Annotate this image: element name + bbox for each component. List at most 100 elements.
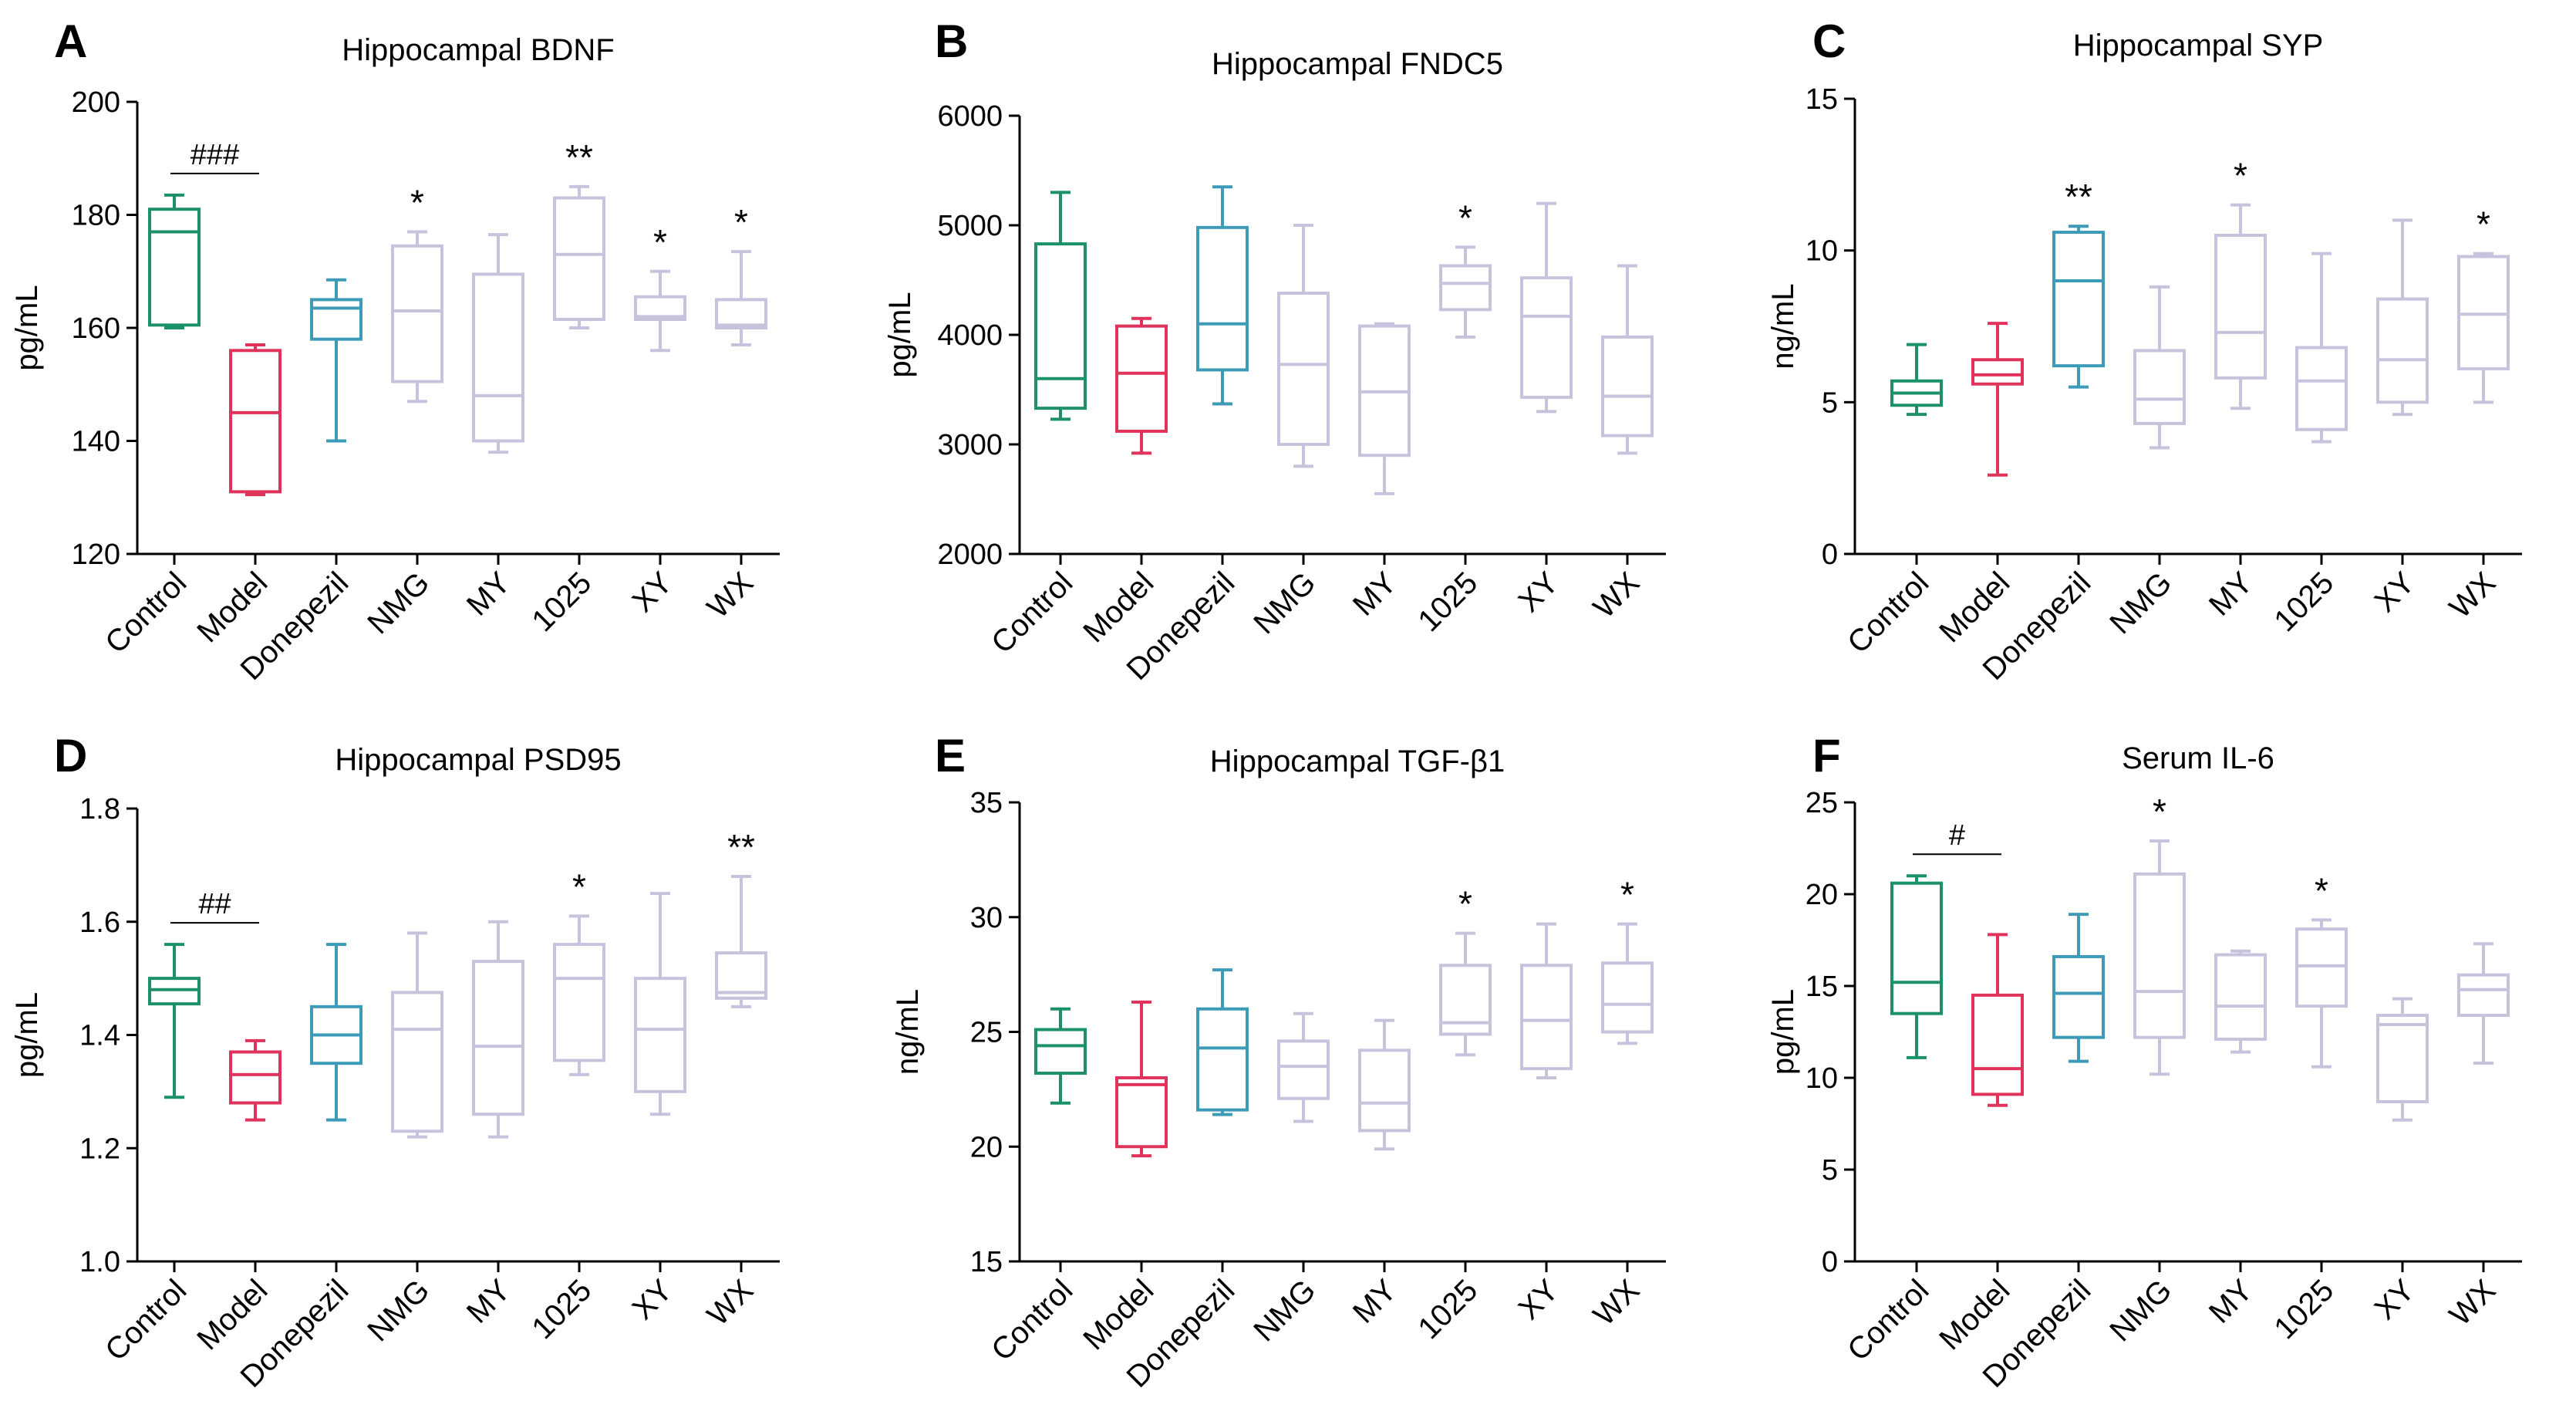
x-tick-label: Control [99,566,193,660]
y-tick-label: 1.4 [79,1020,120,1052]
x-tick-label: 1025 [525,566,598,638]
box-donepezil [2052,225,2105,389]
box-control [148,193,201,329]
box-wx [2457,942,2510,1065]
y-tick-label: 35 [970,787,1003,819]
chart-panel-f: F Serum IL-60510152025pg/mLControlModelDo… [1766,730,2522,1394]
box-xy [2376,997,2429,1122]
significance-marker: * [2153,792,2166,832]
y-tick-label: 0 [1822,1246,1838,1278]
significance-marker: * [1458,884,1472,924]
x-tick-label: 1025 [1411,566,1484,638]
x-tick-label: WX [701,566,760,625]
x-tick-label: XY [626,1273,679,1326]
x-tick-label: WX [701,1273,760,1332]
iqr-box [1277,292,1330,447]
chart-panel-b: B Hippocampal FNDC5 2000 3000 4000 5000 6000 pg… [883,15,1666,687]
iqr-box [1971,993,2024,1096]
box-nmg [391,230,443,403]
box-xy [634,892,686,1116]
x-tick-label: WX [1587,566,1647,625]
box-nmg [391,931,443,1139]
x-tick-label: WX [2443,566,2503,625]
significance-marker: * [653,222,667,262]
box-xy [1520,922,1573,1079]
x-tick-label: NMG [1247,566,1322,640]
y-tick-label: 160 [72,312,120,345]
y-axis-label: pg/mL [10,992,44,1078]
box-1025 [1439,245,1492,339]
iqr-box [1520,276,1573,399]
x-tick-label: MY [2203,566,2260,623]
box-model [1971,322,2024,477]
box-my [1358,1018,1411,1151]
iqr-box [1601,961,1654,1034]
panel-letter: B [935,15,968,67]
y-tick-label: 0 [1822,539,1838,571]
box-wx [715,875,767,1008]
box-model [1971,933,2024,1107]
chart-panel-c: C Hippocampal SYP051015ng/mLControlModelD… [1766,15,2522,687]
box-wx [715,250,767,346]
y-tick-label: 5 [1822,387,1838,419]
box-nmg [2133,839,2186,1076]
iqr-box [1890,881,1943,1015]
box-control [1890,874,1943,1059]
chart-title: Hippocampal BDNF [342,33,614,67]
y-tick-label: 15 [1806,971,1838,1003]
x-tick-label: NMG [361,566,436,640]
y-tick-label: 25 [970,1017,1003,1049]
significance-marker: * [572,866,586,907]
y-tick-label: 5000 [937,210,1003,242]
x-tick-label: Control [985,566,1079,660]
hash-marker: ### [191,139,239,171]
y-tick-label: 1.0 [79,1246,120,1278]
box-1025 [553,914,605,1076]
iqr-box [1034,242,1087,410]
box-donepezil [1196,968,1249,1116]
panel-letter: D [54,730,87,782]
significance-marker: * [734,202,748,242]
iqr-box [1277,1039,1330,1100]
box-nmg [1277,224,1330,468]
iqr-box [2295,346,2348,431]
x-tick-label: MY [2203,1273,2260,1330]
y-tick-label: 3000 [937,429,1003,461]
box-1025 [2295,252,2348,444]
iqr-box [634,295,686,322]
iqr-box [715,298,767,329]
y-tick-label: 120 [72,539,120,571]
y-tick-label: 20 [1806,879,1838,911]
panel-letter: C [1812,15,1846,67]
y-tick-label: 25 [1806,787,1838,819]
x-tick-label: XY [626,566,679,619]
x-tick-label: XY [1512,566,1566,619]
x-tick-label: WX [1587,1273,1647,1332]
hash-marker: # [1949,819,1965,852]
box-donepezil [310,943,362,1122]
box-wx [1601,922,1654,1045]
box-xy [1520,201,1573,414]
significance-marker: * [2234,156,2247,196]
y-tick-label: 15 [970,1246,1003,1278]
x-tick-label: WX [2443,1273,2503,1332]
box-model [229,1038,282,1122]
box-donepezil [1196,185,1249,406]
panel-letter: E [935,730,966,782]
box-1025 [553,184,605,329]
y-tick-label: 10 [1806,235,1838,268]
x-tick-label: 1025 [525,1273,598,1346]
panel-letter: F [1812,730,1841,782]
significance-marker: * [1458,198,1472,238]
box-control [1034,191,1087,421]
iqr-box [1358,1048,1411,1133]
chart-title: Hippocampal FNDC5 [1212,47,1503,81]
x-tick-label: MY [1347,566,1404,623]
box-donepezil [2052,913,2105,1063]
box-wx [1601,264,1654,455]
y-tick-label: 1.2 [79,1133,120,1165]
chart-title: Hippocampal PSD95 [335,743,621,777]
x-tick-label: XY [1512,1273,1566,1326]
iqr-box [1520,964,1573,1071]
y-tick-label: 10 [1806,1062,1838,1095]
